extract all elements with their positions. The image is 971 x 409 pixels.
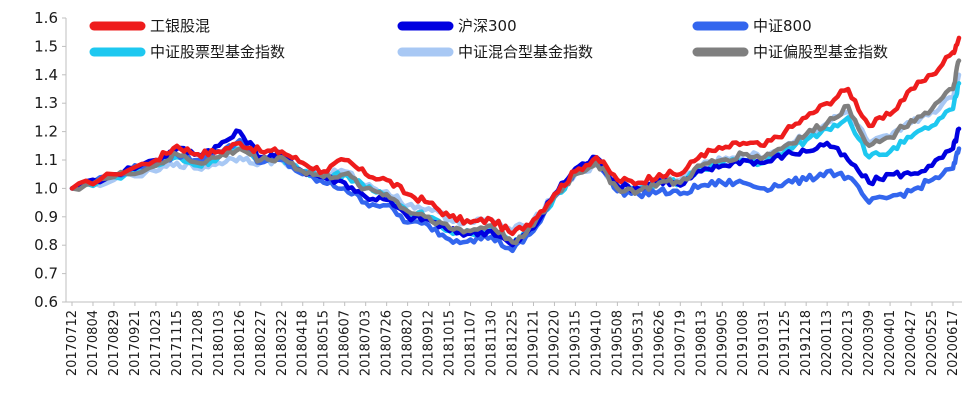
legend-label-4: 中证混合型基金指数 xyxy=(458,43,593,61)
x-tick-label: 20200525 xyxy=(925,310,940,376)
x-tick-label: 20190315 xyxy=(568,310,583,376)
x-tick-label: 20180703 xyxy=(359,310,374,376)
y-tick-label: 0.7 xyxy=(34,265,58,283)
x-tick-label: 20200309 xyxy=(862,310,877,376)
x-tick-label: 20181107 xyxy=(464,310,479,376)
x-tick-label: 20180515 xyxy=(317,310,332,376)
legend-label-0: 工银股混 xyxy=(150,17,210,35)
x-tick-label: 20170804 xyxy=(86,310,101,376)
axes: 0.6 0.7 0.8 0.9 1.0 1.1 1.2 1.3 1.4 1.5 1.6 2017071… xyxy=(34,9,962,376)
x-tick-label: 20200213 xyxy=(841,310,856,376)
x-tick-label: 20171208 xyxy=(191,310,206,376)
x-tick-label: 20181225 xyxy=(506,310,521,376)
x-tick-label: 20180103 xyxy=(212,310,227,376)
legend: 工银股混 沪深300 中证800 中证股票型基金指数 中证混合型基金指数 中证偏股型基金指… xyxy=(89,17,888,61)
x-tick-label: 20190813 xyxy=(694,310,709,376)
x-tick-label: 20181015 xyxy=(443,310,458,376)
legend-label-5: 中证偏股型基金指数 xyxy=(753,43,888,61)
x-tick-label: 20200427 xyxy=(904,310,919,376)
y-tick-label: 1.6 xyxy=(34,9,58,27)
x-tick-label: 20200113 xyxy=(820,310,835,376)
x-tick-label: 20190410 xyxy=(589,310,604,376)
x-tick-label: 20190905 xyxy=(715,310,730,376)
y-tick-label: 1.0 xyxy=(34,179,58,197)
x-tick-label: 20171115 xyxy=(170,310,185,376)
x-tick-label: 20180126 xyxy=(233,310,248,376)
x-tick-label: 20190626 xyxy=(652,310,667,376)
x-tick-label: 20180912 xyxy=(422,310,437,376)
y-tick-label: 1.4 xyxy=(34,66,58,84)
y-tick-label: 0.9 xyxy=(34,208,58,226)
legend-label-1: 沪深300 xyxy=(458,17,517,35)
x-tick-label: 20200617 xyxy=(946,310,961,376)
y-tick-label: 0.6 xyxy=(34,293,58,311)
x-tick-label: 20191008 xyxy=(736,310,751,376)
x-tick-label: 20180607 xyxy=(338,310,353,376)
x-tick-label: 20180418 xyxy=(296,310,311,376)
y-tick-label: 1.5 xyxy=(34,37,58,55)
x-tick-label: 20191031 xyxy=(757,310,772,376)
x-tick-label: 20180820 xyxy=(401,310,416,376)
legend-label-2: 中证800 xyxy=(753,17,812,35)
y-tick-label: 1.3 xyxy=(34,94,58,112)
x-tick-label: 20180227 xyxy=(254,310,269,376)
x-tick-label: 20190121 xyxy=(526,310,541,376)
x-tick-label: 20180322 xyxy=(275,310,290,376)
y-tick-label: 1.1 xyxy=(34,151,58,169)
x-tick-label: 20191218 xyxy=(799,310,814,376)
y-tick-label: 0.8 xyxy=(34,236,58,254)
x-tick-label: 20200401 xyxy=(883,310,898,376)
series-line-2 xyxy=(69,137,962,254)
x-tick-label: 20170712 xyxy=(65,310,80,376)
series-line-0 xyxy=(69,35,962,237)
x-tick-label: 20180726 xyxy=(380,310,395,376)
legend-label-3: 中证股票型基金指数 xyxy=(150,43,285,61)
x-tick-label: 20171023 xyxy=(149,310,164,376)
x-tick-label: 20170921 xyxy=(128,310,143,376)
x-tick-label: 20181130 xyxy=(485,310,500,376)
x-tick-label: 20191125 xyxy=(778,310,793,376)
x-tick-label: 20190719 xyxy=(673,310,688,376)
x-tick-label: 20190531 xyxy=(631,310,646,376)
x-tick-label: 20190508 xyxy=(610,310,625,376)
y-tick-label: 1.2 xyxy=(34,123,58,141)
x-tick-label: 20170829 xyxy=(107,310,122,376)
series-group xyxy=(69,35,962,254)
x-tick-label: 20190220 xyxy=(547,310,562,376)
